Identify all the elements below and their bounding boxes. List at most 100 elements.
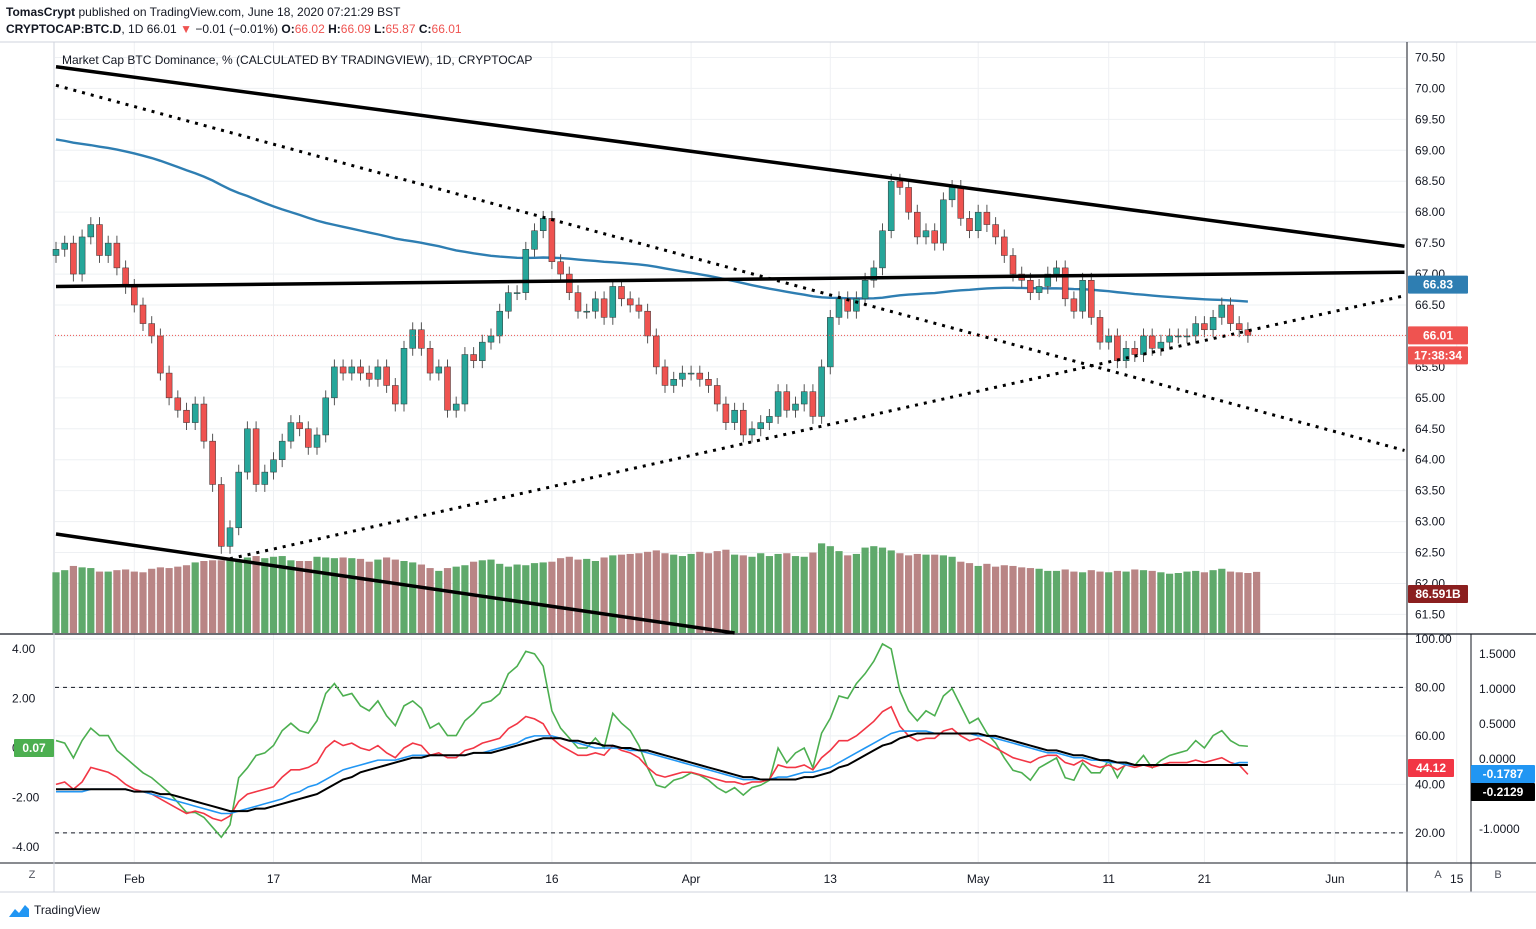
date-tick-label: Jun bbox=[1325, 872, 1344, 886]
osc-right2-tick-label: -1.0000 bbox=[1479, 822, 1520, 836]
price-tick-label: 63.00 bbox=[1415, 515, 1445, 529]
candle-body bbox=[1244, 329, 1252, 336]
volume-bar bbox=[809, 552, 817, 633]
candle-body bbox=[165, 372, 173, 399]
candle-body bbox=[705, 379, 712, 386]
volume-bar bbox=[670, 554, 678, 633]
upper-resistance-line bbox=[55, 65, 1405, 248]
candle bbox=[740, 402, 747, 443]
tradingview-logo-icon[interactable] bbox=[8, 903, 30, 919]
date-tick-label: 11 bbox=[1102, 872, 1115, 886]
candle bbox=[200, 396, 208, 449]
candle-body bbox=[774, 391, 782, 417]
volume-bar bbox=[470, 561, 478, 633]
candle-body bbox=[209, 440, 216, 485]
candle-body bbox=[922, 230, 930, 238]
footer: TradingView bbox=[0, 893, 1536, 929]
author-name[interactable]: TomasCrypt bbox=[6, 5, 76, 19]
volume-bar bbox=[417, 564, 425, 633]
osc-left-tick-label: -4.00 bbox=[12, 840, 40, 854]
candle-body bbox=[670, 379, 677, 386]
candle-body bbox=[365, 372, 373, 380]
candle-body bbox=[592, 298, 599, 312]
candle-body bbox=[566, 273, 573, 293]
down-arrow-icon: ▼ bbox=[180, 22, 192, 36]
date-tick-label: 21 bbox=[1198, 872, 1212, 886]
candle bbox=[331, 359, 338, 406]
price-tick-label: 63.50 bbox=[1415, 484, 1445, 498]
candle bbox=[940, 192, 947, 251]
volume-bar bbox=[678, 556, 686, 633]
volume-bar bbox=[948, 556, 956, 633]
candle-body bbox=[635, 304, 643, 312]
candle bbox=[1053, 260, 1060, 282]
volume-bar bbox=[1000, 565, 1008, 633]
volume-bar bbox=[757, 553, 765, 633]
volume-bar bbox=[78, 567, 86, 633]
volume-bar bbox=[409, 562, 417, 633]
candle-body bbox=[278, 440, 286, 460]
volume-bar bbox=[1061, 569, 1069, 633]
candle bbox=[583, 303, 590, 319]
candle bbox=[104, 235, 112, 263]
volume-bar bbox=[852, 553, 860, 633]
candle bbox=[592, 291, 599, 319]
candle bbox=[531, 223, 538, 257]
lower-support-line bbox=[55, 532, 735, 635]
osc-red-badge-bg bbox=[1408, 759, 1454, 777]
volume-bar bbox=[1166, 573, 1174, 633]
candle-body bbox=[383, 366, 390, 386]
candle bbox=[626, 291, 634, 313]
osc-right-tick-label: 80.00 bbox=[1415, 680, 1445, 694]
date-tick-label: 15 bbox=[1450, 872, 1464, 886]
candle bbox=[226, 520, 234, 554]
date-tick-label: May bbox=[967, 872, 990, 886]
candle-body bbox=[679, 372, 686, 380]
volume-bar bbox=[287, 560, 295, 633]
auto-scale-button[interactable]: A bbox=[1434, 869, 1442, 881]
candle bbox=[931, 223, 938, 251]
candle bbox=[774, 384, 782, 424]
candle-body bbox=[157, 335, 164, 374]
candle-body bbox=[174, 397, 182, 411]
volume-bar bbox=[461, 565, 469, 633]
volume-bar bbox=[1079, 572, 1087, 633]
candle-body bbox=[740, 409, 747, 436]
candle bbox=[174, 390, 182, 418]
candle-body bbox=[191, 403, 199, 423]
volume-bar bbox=[1226, 571, 1235, 633]
price-tick-label: 69.50 bbox=[1415, 112, 1445, 126]
candle-body bbox=[722, 403, 730, 423]
candle-body bbox=[992, 224, 999, 238]
volume-bar bbox=[1018, 567, 1026, 633]
candle-body bbox=[270, 459, 277, 473]
symbol-name[interactable]: CRYPTOCAP:BTC.D bbox=[6, 22, 122, 36]
volume-bar bbox=[322, 557, 330, 633]
brand-name[interactable]: TradingView bbox=[34, 903, 101, 917]
high-label: H: bbox=[328, 22, 341, 36]
volume-bar bbox=[1096, 571, 1104, 633]
candle bbox=[61, 235, 68, 257]
candle-body bbox=[1131, 348, 1139, 355]
volume-bar bbox=[104, 571, 112, 633]
candle bbox=[827, 309, 834, 375]
scale-b-button[interactable]: B bbox=[1494, 869, 1502, 881]
chart-canvas[interactable]: 70.5070.0069.5069.0068.5068.0067.5067.00… bbox=[0, 0, 1536, 893]
candle-body bbox=[713, 385, 721, 405]
candle-body bbox=[1009, 255, 1017, 275]
candle-body bbox=[400, 348, 408, 405]
candle-body bbox=[1027, 280, 1034, 293]
volume-bar bbox=[200, 561, 208, 633]
volume-bar bbox=[148, 568, 156, 633]
low-label: L: bbox=[374, 22, 386, 36]
candle bbox=[713, 378, 721, 412]
volume-bar bbox=[182, 565, 191, 633]
price-tick-label: 64.50 bbox=[1415, 422, 1445, 436]
countdown-badge: 17:38:34 bbox=[1408, 346, 1468, 365]
candle bbox=[339, 359, 347, 381]
zoom-reset-button[interactable]: Z bbox=[28, 869, 36, 881]
candle-body bbox=[261, 471, 269, 485]
candle-body bbox=[1053, 267, 1060, 275]
candle-body bbox=[487, 335, 495, 343]
trendlines bbox=[55, 65, 1405, 635]
